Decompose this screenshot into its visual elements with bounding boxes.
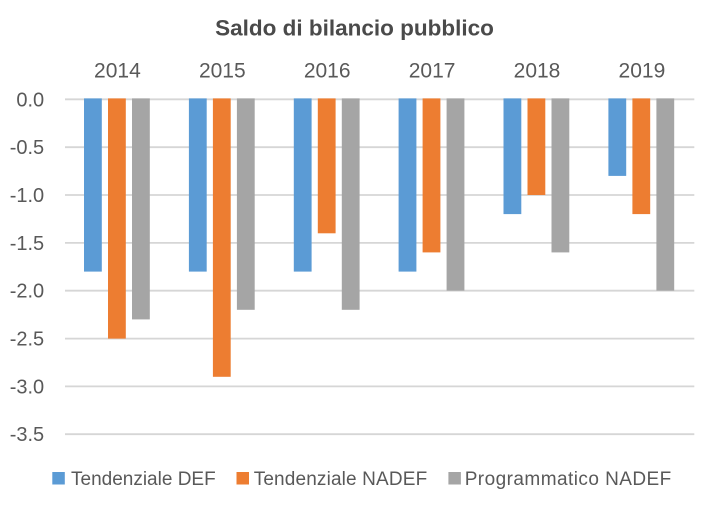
svg-text:-1.0: -1.0: [10, 185, 44, 207]
svg-text:2017: 2017: [409, 59, 456, 82]
svg-text:-3.5: -3.5: [10, 424, 44, 446]
svg-text:2018: 2018: [514, 59, 561, 82]
svg-text:Programmatico NADEF: Programmatico NADEF: [465, 469, 672, 490]
svg-text:-3.0: -3.0: [10, 376, 44, 398]
svg-text:-1.5: -1.5: [10, 233, 44, 255]
svg-text:2016: 2016: [304, 59, 351, 82]
svg-text:2014: 2014: [94, 59, 141, 82]
svg-text:Saldo di bilancio pubblico: Saldo di bilancio pubblico: [215, 15, 494, 40]
svg-text:2015: 2015: [199, 59, 246, 82]
svg-text:-2.0: -2.0: [10, 281, 44, 303]
svg-text:-2.5: -2.5: [10, 329, 44, 351]
svg-text:-0.5: -0.5: [10, 137, 44, 159]
svg-text:Tendenziale DEF: Tendenziale DEF: [71, 469, 216, 490]
svg-text:0.0: 0.0: [16, 89, 44, 111]
svg-text:2019: 2019: [619, 59, 666, 82]
svg-text:Tendenziale NADEF: Tendenziale NADEF: [254, 469, 428, 490]
